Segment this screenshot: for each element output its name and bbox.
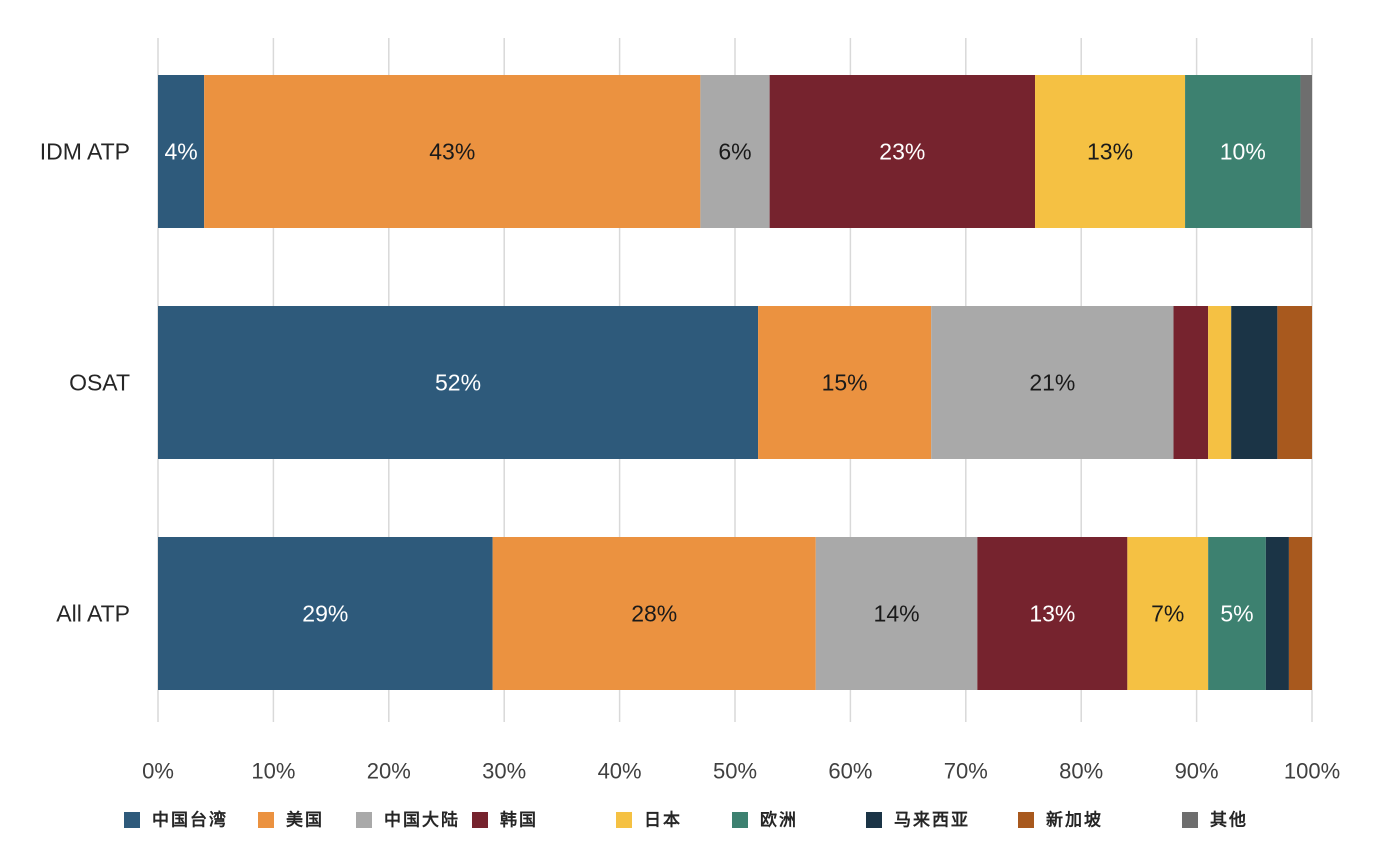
legend: 中国台湾 美国 中国大陆 韩国 日本 欧洲 马来西亚 新加坡 其他 xyxy=(124,810,1248,830)
x-tick-label: 100% xyxy=(1284,759,1340,784)
data-label: 6% xyxy=(718,139,751,165)
bar-segment xyxy=(1208,306,1232,459)
bar-segment xyxy=(1185,75,1301,228)
category-label: OSAT xyxy=(69,370,130,396)
legend-label: 其他 xyxy=(1210,810,1248,830)
legend-label: 中国大陆 xyxy=(384,810,460,830)
legend-swatch xyxy=(616,812,632,828)
data-label: 23% xyxy=(879,139,925,165)
legend-swatch xyxy=(472,812,488,828)
x-tick-label: 40% xyxy=(598,759,642,784)
bar-segment xyxy=(158,75,205,228)
legend-label: 马来西亚 xyxy=(894,810,970,830)
data-label: 28% xyxy=(631,601,677,627)
bar-segment xyxy=(1127,537,1209,690)
data-label: 14% xyxy=(874,601,920,627)
bar-segment xyxy=(1300,75,1312,228)
legend-label: 中国台湾 xyxy=(152,810,228,830)
x-axis-tick-labels: 0% 10% 20% 30% 40% 50% 60% 70% 80% 90% 100% xyxy=(142,759,1340,784)
legend-swatch xyxy=(258,812,274,828)
bar-segment xyxy=(1265,537,1289,690)
data-label: 4% xyxy=(164,139,197,165)
legend-label: 韩国 xyxy=(500,810,538,830)
legend-swatch xyxy=(1182,812,1198,828)
bar-segment xyxy=(158,537,493,690)
category-label: IDM ATP xyxy=(40,139,130,165)
x-tick-label: 30% xyxy=(482,759,526,784)
bar-segment xyxy=(1277,306,1312,459)
x-tick-label: 0% xyxy=(142,759,174,784)
x-tick-label: 90% xyxy=(1175,759,1219,784)
legend-label: 欧洲 xyxy=(760,810,798,830)
data-label: 29% xyxy=(302,601,348,627)
data-label: 43% xyxy=(429,139,475,165)
bar-segment xyxy=(1231,306,1278,459)
data-label: 13% xyxy=(1087,139,1133,165)
legend-swatch xyxy=(732,812,748,828)
data-label: 7% xyxy=(1151,601,1184,627)
legend-swatch xyxy=(866,812,882,828)
data-label: 13% xyxy=(1029,601,1075,627)
bar-segment xyxy=(1173,306,1209,459)
bar-segment xyxy=(204,75,701,228)
legend-swatch xyxy=(356,812,372,828)
bar-segment xyxy=(492,537,816,690)
data-label: 52% xyxy=(435,370,481,396)
x-tick-label: 20% xyxy=(367,759,411,784)
category-label: All ATP xyxy=(56,601,130,627)
bar-segment xyxy=(931,306,1174,459)
bar-segment xyxy=(758,306,932,459)
x-tick-label: 60% xyxy=(828,759,872,784)
x-tick-label: 80% xyxy=(1059,759,1103,784)
legend-label: 新加坡 xyxy=(1046,810,1103,830)
bar-segment xyxy=(1288,537,1312,690)
data-label: 15% xyxy=(822,370,868,396)
data-label: 5% xyxy=(1220,601,1253,627)
x-tick-label: 70% xyxy=(944,759,988,784)
bar-segment xyxy=(769,75,1036,228)
data-label: 21% xyxy=(1029,370,1075,396)
category-labels: IDM ATP OSAT All ATP xyxy=(40,139,130,627)
x-tick-label: 50% xyxy=(713,759,757,784)
x-tick-label: 10% xyxy=(251,759,295,784)
legend-swatch xyxy=(124,812,140,828)
bar-segments xyxy=(158,75,1312,690)
bar-segment xyxy=(700,75,770,228)
data-label: 10% xyxy=(1220,139,1266,165)
bar-segment xyxy=(158,306,759,459)
legend-label: 日本 xyxy=(644,810,682,830)
bar-segment xyxy=(1035,75,1186,228)
bar-segment xyxy=(977,537,1128,690)
legend-swatch xyxy=(1018,812,1034,828)
bar-segment xyxy=(815,537,978,690)
legend-label: 美国 xyxy=(286,810,324,830)
bar-segment xyxy=(1208,537,1266,690)
data-labels: 4% 43% 6% 23% 13% 10% 52% 15% 21% 29% 28% 14% 13% 7% 5… xyxy=(164,139,1265,627)
